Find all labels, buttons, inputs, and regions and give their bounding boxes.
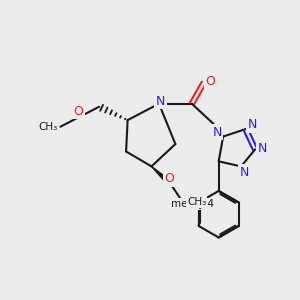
Text: N: N <box>248 118 257 131</box>
Text: N: N <box>212 126 222 139</box>
Text: O: O <box>206 75 215 88</box>
Text: methyl4: methyl4 <box>171 199 214 209</box>
Text: CH₃: CH₃ <box>38 122 57 132</box>
Text: N: N <box>258 142 267 155</box>
Text: CH₃: CH₃ <box>187 197 207 207</box>
Text: O: O <box>74 105 83 118</box>
Text: N: N <box>240 166 249 179</box>
Polygon shape <box>152 167 173 186</box>
Text: O: O <box>164 172 174 185</box>
Text: N: N <box>156 95 165 108</box>
